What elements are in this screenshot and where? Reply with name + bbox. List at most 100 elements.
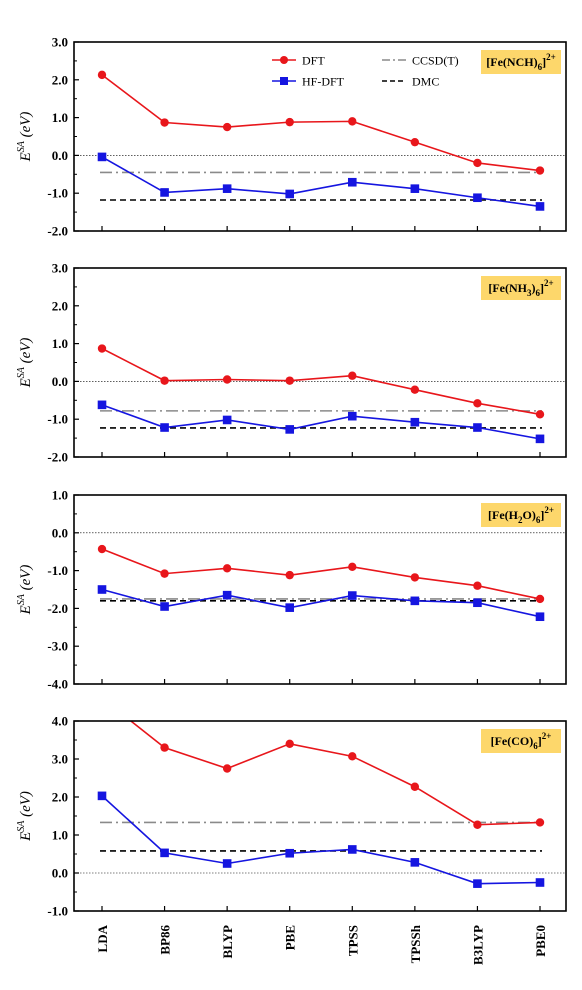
dft-point-B3LYP	[473, 158, 482, 168]
hfdft-point-PBE0	[535, 612, 545, 622]
dft-point-BP86	[160, 118, 169, 127]
panel-label-badge	[481, 276, 561, 300]
dft-point-BLYP	[222, 564, 232, 573]
legend-dmc-label: DMC	[412, 75, 439, 89]
x-category-label-PBE: PBE	[283, 925, 298, 950]
y-tick-label: 4.0	[52, 714, 68, 729]
hfdft-point-PBE0	[535, 434, 545, 444]
legend-hfdft-marker	[280, 77, 288, 85]
hfdft-point-LDA	[97, 791, 107, 801]
hfdft-point-B3LYP	[473, 193, 482, 203]
chart-panel-4: 4.0 3.0 2.0 1.0 0.0 -1.0 ESA (eV) [Fe(CO)6]2+	[16, 714, 567, 919]
hfdft-point-TPSS	[347, 845, 357, 854]
dft-point-TPSS	[348, 562, 357, 572]
dft-point-TPSSh	[410, 782, 420, 791]
dft-point-TPSSh	[410, 137, 420, 147]
hfdft-point-LDA	[97, 152, 107, 162]
x-category-label-BLYP: BLYP	[220, 925, 235, 959]
plot-area	[74, 70, 566, 211]
dft-point-BP86	[160, 376, 169, 385]
x-category-label-LDA: LDA	[95, 924, 110, 952]
dft-point-PBE	[285, 570, 294, 580]
plot-area	[74, 344, 566, 444]
hfdft-point-PBE	[285, 848, 295, 858]
y-tick-label: -2.0	[47, 601, 68, 616]
y-tick-label: 1.0	[52, 828, 68, 843]
y-tick-label: 3.0	[52, 752, 68, 767]
hfdft-point-TPSS	[347, 177, 357, 187]
x-category-label-TPSSh: TPSSh	[408, 924, 423, 963]
y-tick-label: 3.0	[52, 35, 68, 50]
panel-formula-label: [Fe(CO)6]2+	[491, 731, 552, 751]
panel-formula-label: [Fe(NCH)6]2+	[486, 52, 555, 72]
hfdft-point-BP86	[160, 848, 169, 858]
plot-area	[74, 532, 566, 622]
y-tick-label: 2.0	[52, 72, 68, 87]
dft-point-PBE0	[535, 818, 545, 827]
dft-point-LDA	[97, 344, 107, 353]
chart-panel-1: 3.0 2.0 1.0 0.0 -1.0 -2.0 ESA (eV) [Fe(NCH)6]2+	[16, 35, 567, 239]
chart-panel-2: 3.0 2.0 1.0 0.0 -1.0 -2.0 ESA (eV) [Fe(NH3)6]2+	[16, 261, 567, 465]
dft-point-BP86	[160, 569, 169, 578]
y-tick-label: -1.0	[47, 563, 68, 578]
y-tick-label: 0.0	[52, 866, 68, 881]
hfdft-series-line	[101, 404, 541, 440]
hfdft-point-B3LYP	[473, 598, 482, 608]
hfdft-series-line	[101, 795, 541, 885]
hfdft-point-BLYP	[222, 415, 232, 425]
y-tick-label: -4.0	[47, 677, 68, 692]
dft-point-PBE0	[535, 166, 545, 175]
dft-point-TPSS	[348, 117, 357, 126]
panel-formula-label: [Fe(NH3)6]2+	[488, 278, 553, 298]
hfdft-point-BP86	[160, 423, 169, 432]
hfdft-point-B3LYP	[473, 423, 482, 432]
hfdft-point-BLYP	[222, 590, 232, 600]
dft-point-LDA	[97, 70, 107, 80]
y-tick-label: -1.0	[47, 186, 68, 201]
dft-point-TPSS	[348, 752, 357, 761]
panel-label-badge	[481, 503, 561, 527]
y-tick-label: 2.0	[52, 298, 68, 313]
hfdft-series-line	[101, 156, 541, 208]
hfdft-point-PBE0	[535, 202, 545, 211]
y-tick-label: 3.0	[52, 261, 68, 276]
y-tick-label: 0.0	[52, 374, 68, 389]
y-tick-label: 0.0	[52, 525, 68, 540]
y-tick-label: 1.0	[52, 336, 68, 351]
dft-point-BLYP	[222, 122, 232, 132]
y-axis-label: ESA (eV)	[16, 112, 34, 163]
dft-point-BP86	[160, 743, 169, 752]
hfdft-point-PBE	[285, 425, 295, 434]
hfdft-point-PBE	[285, 189, 295, 199]
y-axis-label: ESA (eV)	[16, 338, 34, 389]
dft-series-line	[101, 74, 541, 172]
hfdft-point-BP86	[160, 188, 169, 197]
chart-panel-3: 1.0 0.0 -1.0 -2.0 -3.0 -4.0 ESA (eV) [Fe(H2O)6]…	[16, 488, 567, 692]
hfdft-point-BLYP	[222, 859, 232, 868]
panel-label-badge	[481, 729, 561, 753]
dft-point-PBE0	[535, 594, 545, 604]
dft-point-B3LYP	[473, 581, 482, 590]
dft-point-TPSSh	[410, 385, 420, 394]
y-tick-label: -1.0	[47, 412, 68, 427]
hfdft-point-LDA	[97, 400, 107, 410]
hfdft-point-TPSS	[347, 591, 357, 600]
y-tick-label: 1.0	[52, 110, 68, 125]
dft-point-PBE	[285, 117, 294, 127]
y-tick-label: 1.0	[52, 488, 68, 503]
hfdft-point-BP86	[160, 602, 169, 611]
hfdft-point-PBE	[285, 603, 295, 612]
y-tick-label: 0.0	[52, 148, 68, 163]
legend-hfdft-label: HF-DFT	[302, 75, 345, 89]
dft-series-line	[129, 721, 541, 826]
y-tick-label: 2.0	[52, 790, 68, 805]
y-tick-label: -2.0	[47, 224, 68, 239]
hfdft-point-B3LYP	[473, 879, 482, 888]
legend-ccsdt-label: CCSD(T)	[412, 54, 459, 68]
hfdft-point-BLYP	[222, 184, 232, 193]
dft-point-BLYP	[222, 375, 232, 384]
legend: DFT HF-DFT CCSD(T) DMC	[272, 54, 459, 89]
x-category-label-PBE0: PBE0	[533, 925, 548, 957]
hfdft-point-TPSS	[347, 411, 357, 421]
